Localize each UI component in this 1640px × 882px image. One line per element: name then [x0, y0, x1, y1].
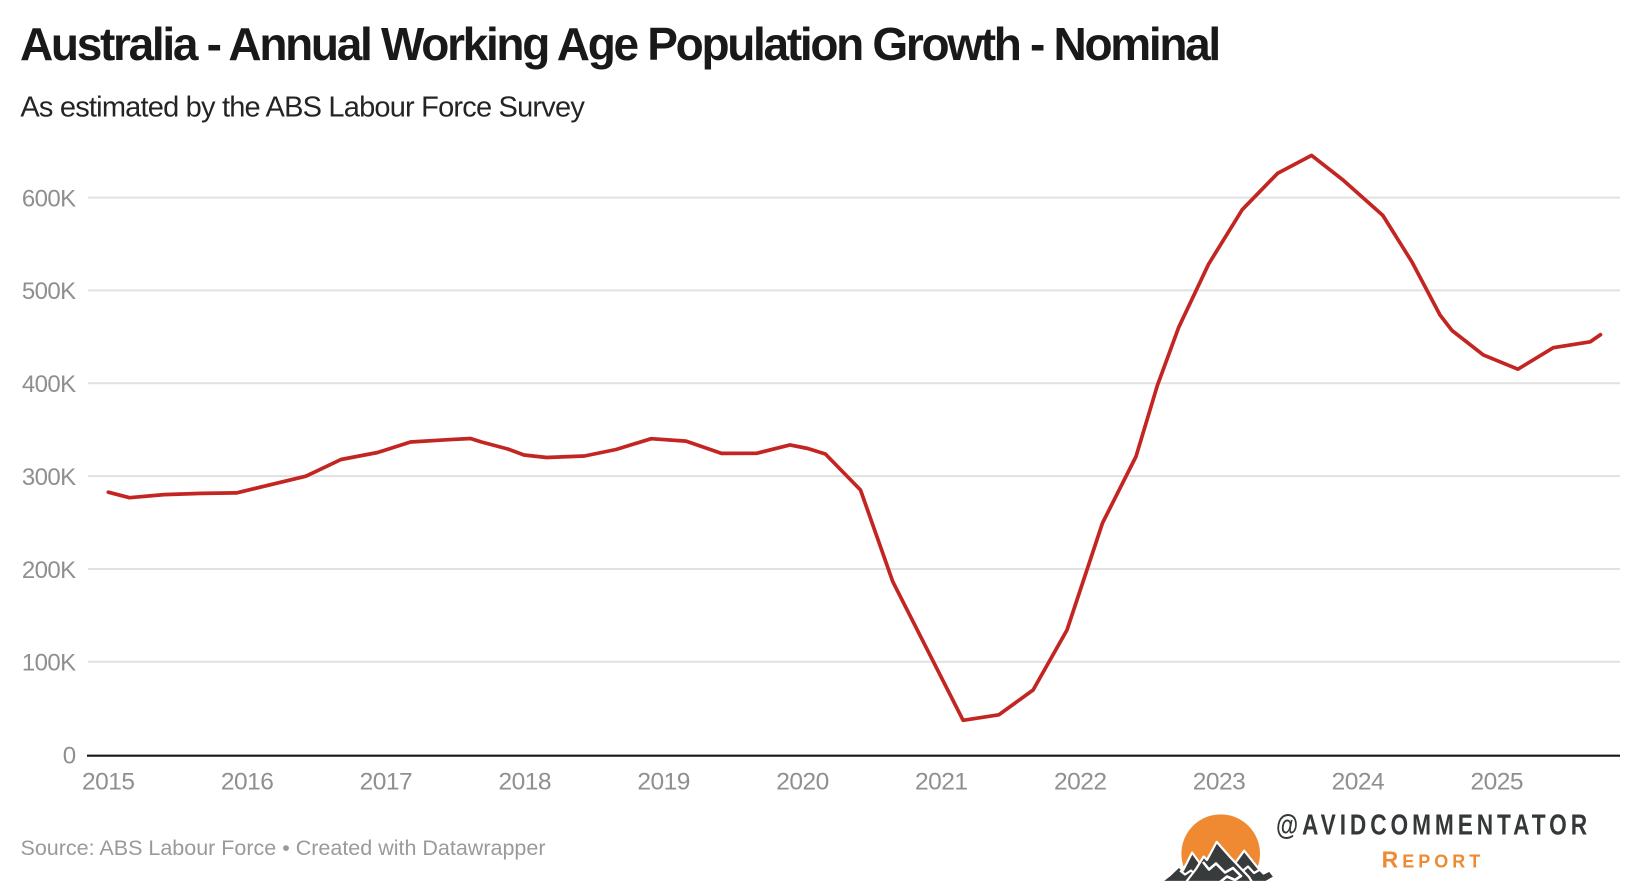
svg-text:0: 0	[63, 742, 76, 769]
svg-text:2024: 2024	[1332, 769, 1385, 796]
svg-text:2020: 2020	[776, 769, 829, 796]
svg-text:REPORT: REPORT	[1382, 847, 1485, 873]
svg-text:2021: 2021	[915, 769, 968, 796]
svg-text:300K: 300K	[22, 464, 76, 491]
svg-text:100K: 100K	[22, 650, 76, 677]
svg-text:Australia - Annual Working Age: Australia - Annual Working Age Populatio…	[20, 18, 1219, 70]
svg-text:@AVIDCOMMENTATOR: @AVIDCOMMENTATOR	[1276, 809, 1591, 841]
svg-text:600K: 600K	[22, 185, 76, 212]
svg-text:2025: 2025	[1470, 769, 1523, 796]
svg-text:2015: 2015	[82, 769, 135, 796]
svg-text:200K: 200K	[22, 557, 76, 584]
svg-text:2019: 2019	[637, 769, 690, 796]
svg-text:400K: 400K	[22, 371, 76, 398]
svg-text:2018: 2018	[499, 769, 552, 796]
svg-text:As estimated by the ABS Labour: As estimated by the ABS Labour Force Sur…	[20, 91, 585, 123]
svg-text:2016: 2016	[221, 769, 274, 796]
svg-text:2023: 2023	[1193, 769, 1246, 796]
svg-text:Source: ABS Labour Force • Cre: Source: ABS Labour Force • Created with …	[21, 836, 546, 860]
svg-text:2022: 2022	[1054, 769, 1107, 796]
svg-text:500K: 500K	[22, 278, 76, 305]
svg-text:2017: 2017	[360, 769, 413, 796]
